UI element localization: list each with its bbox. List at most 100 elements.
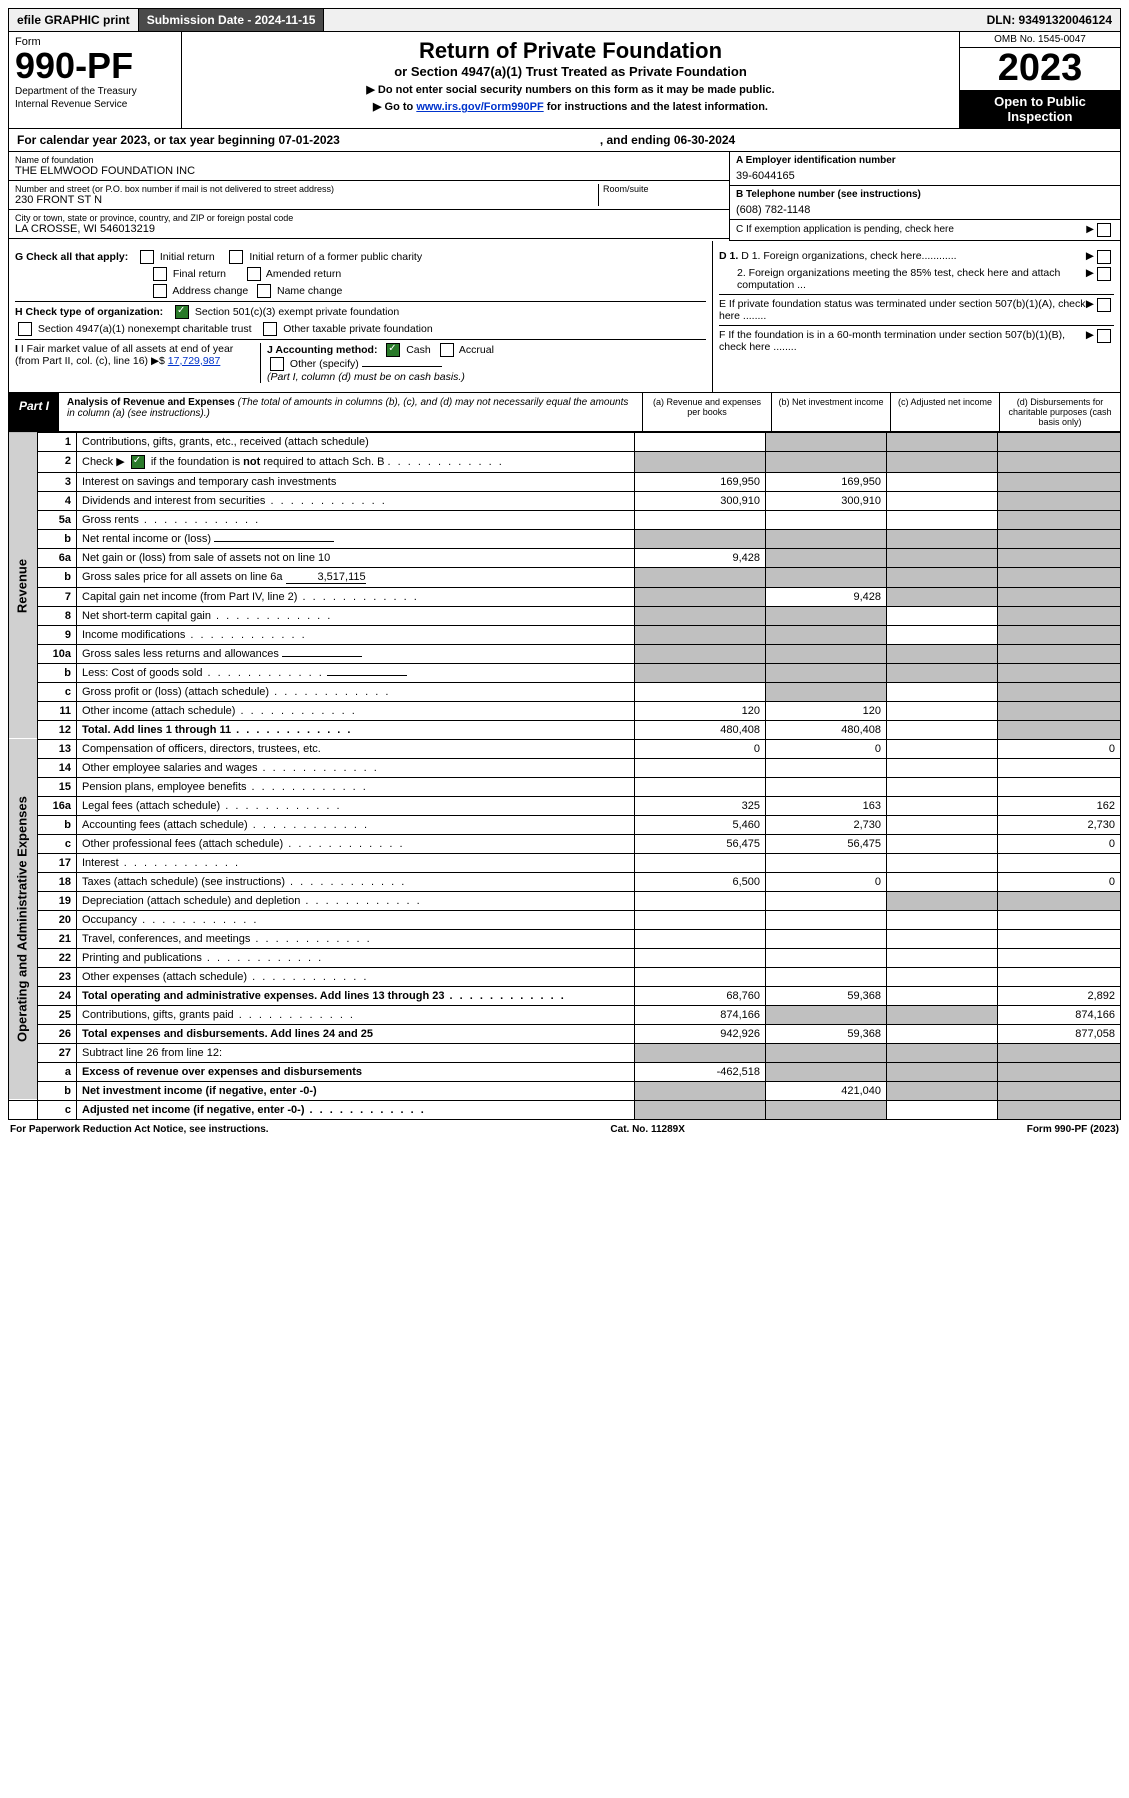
checkbox-4947[interactable] <box>18 322 32 336</box>
form-header: Form 990-PF Department of the Treasury I… <box>8 32 1121 129</box>
amt-16cd: 0 <box>998 834 1121 853</box>
amt-26a: 942,926 <box>635 1024 766 1043</box>
ein-label: A Employer identification number <box>736 155 1114 166</box>
expenses-side-label: Operating and Administrative Expenses <box>9 739 38 1100</box>
i-value: 17,729,987 <box>168 355 221 367</box>
form-number: 990-PF <box>15 48 175 84</box>
info-block: Name of foundation THE ELMWOOD FOUNDATIO… <box>8 152 1121 241</box>
amt-4b: 300,910 <box>766 491 887 510</box>
room-label: Room/suite <box>603 184 723 194</box>
checkbox-d1[interactable] <box>1097 250 1111 264</box>
row-8: Net short-term capital gain <box>82 610 211 622</box>
j-note: (Part I, column (d) must be on cash basi… <box>267 371 706 383</box>
foundation-name: THE ELMWOOD FOUNDATION INC <box>15 165 723 177</box>
page-footer: For Paperwork Reduction Act Notice, see … <box>8 1120 1121 1139</box>
checkbox-d2[interactable] <box>1097 267 1111 281</box>
amt-25d: 874,166 <box>998 1005 1121 1024</box>
amt-16ca: 56,475 <box>635 834 766 853</box>
row-11: Other income (attach schedule) <box>82 705 235 717</box>
part1-title: Analysis of Revenue and Expenses <box>67 397 235 408</box>
g-label: G Check all that apply: <box>15 251 128 263</box>
form-subtitle: or Section 4947(a)(1) Trust Treated as P… <box>188 64 953 79</box>
ein-value: 39-6044165 <box>736 166 1114 182</box>
j-other: Other (specify) <box>290 358 359 370</box>
checkbox-other-taxable[interactable] <box>263 322 277 336</box>
checkbox-schb[interactable] <box>131 455 145 469</box>
checkbox-accrual[interactable] <box>440 343 454 357</box>
irs-link[interactable]: www.irs.gov/Form990PF <box>416 101 543 113</box>
amt-16cb: 56,475 <box>766 834 887 853</box>
amt-24b: 59,368 <box>766 986 887 1005</box>
amt-16aa: 325 <box>635 796 766 815</box>
name-label: Name of foundation <box>15 155 723 165</box>
street-address: 230 FRONT ST N <box>15 194 598 206</box>
dln-label: DLN: 93491320046124 <box>979 9 1120 31</box>
row-1: Contributions, gifts, grants, etc., rece… <box>77 432 635 451</box>
row-10c: Gross profit or (loss) (attach schedule) <box>82 686 269 698</box>
amt-16ba: 5,460 <box>635 815 766 834</box>
note2-prefix: ▶ Go to <box>373 101 416 113</box>
amt-4a: 300,910 <box>635 491 766 510</box>
col-b-header: (b) Net investment income <box>771 393 890 431</box>
calyear-prefix: For calendar year 2023, or tax year begi… <box>17 133 278 147</box>
checkbox-other-method[interactable] <box>270 357 284 371</box>
amt-16ab: 163 <box>766 796 887 815</box>
footer-left: For Paperwork Reduction Act Notice, see … <box>10 1124 269 1135</box>
top-bar: efile GRAPHIC print Submission Date - 20… <box>8 8 1121 32</box>
calyear-end: 06-30-2024 <box>674 133 735 147</box>
g-initial: Initial return <box>160 251 215 263</box>
row-6b-val: 3,517,115 <box>286 571 366 584</box>
phone-value: (608) 782-1148 <box>736 200 1114 216</box>
checkbox-c[interactable] <box>1097 223 1111 237</box>
e-label: E If private foundation status was termi… <box>719 298 1086 322</box>
revenue-side-label: Revenue <box>9 432 38 739</box>
row-14: Other employee salaries and wages <box>82 762 257 774</box>
checkbox-address-change[interactable] <box>153 284 167 298</box>
checkbox-501c3[interactable] <box>175 305 189 319</box>
amt-25a: 874,166 <box>635 1005 766 1024</box>
checkbox-cash[interactable] <box>386 343 400 357</box>
amt-7b: 9,428 <box>766 587 887 606</box>
amt-3b: 169,950 <box>766 472 887 491</box>
row-7: Capital gain net income (from Part IV, l… <box>82 591 297 603</box>
main-table: Revenue 1 Contributions, gifts, grants, … <box>8 432 1121 1120</box>
checkbox-initial-return[interactable] <box>140 250 154 264</box>
omb-number: OMB No. 1545-0047 <box>960 32 1120 48</box>
calyear-begin: 07-01-2023 <box>278 133 339 147</box>
row-25: Contributions, gifts, grants paid <box>82 1009 234 1021</box>
row-18: Taxes (attach schedule) (see instruction… <box>82 876 285 888</box>
amt-26d: 877,058 <box>998 1024 1121 1043</box>
amt-24d: 2,892 <box>998 986 1121 1005</box>
checkbox-f[interactable] <box>1097 329 1111 343</box>
row-16b: Accounting fees (attach schedule) <box>82 819 248 831</box>
row-12: Total. Add lines 1 through 11 <box>82 724 231 736</box>
d1-label: D 1. Foreign organizations, check here..… <box>741 250 956 262</box>
calyear-mid: , and ending <box>600 133 674 147</box>
row-27: Subtract line 26 from line 12: <box>77 1043 635 1062</box>
amt-13a: 0 <box>635 739 766 758</box>
amt-27aa: -462,518 <box>635 1062 766 1081</box>
row-6a: Net gain or (loss) from sale of assets n… <box>77 548 635 567</box>
checkbox-initial-former[interactable] <box>229 250 243 264</box>
checkbox-final-return[interactable] <box>153 267 167 281</box>
amt-11b: 120 <box>766 701 887 720</box>
tax-year: 2023 <box>960 48 1120 90</box>
row-2-prefix: Check ▶ <box>82 456 125 468</box>
check-section: G Check all that apply: Initial return I… <box>8 241 1121 393</box>
checkbox-e[interactable] <box>1097 298 1111 312</box>
amt-24a: 68,760 <box>635 986 766 1005</box>
h-501c3: Section 501(c)(3) exempt private foundat… <box>195 306 399 318</box>
checkbox-name-change[interactable] <box>257 284 271 298</box>
irs-label: Internal Revenue Service <box>15 99 175 110</box>
checkbox-amended[interactable] <box>247 267 261 281</box>
city-state-zip: LA CROSSE, WI 546013219 <box>15 223 723 235</box>
g-address: Address change <box>172 285 248 297</box>
amt-18a: 6,500 <box>635 872 766 891</box>
g-name: Name change <box>277 285 342 297</box>
f-label: F If the foundation is in a 60-month ter… <box>719 329 1086 353</box>
row-4: Dividends and interest from securities <box>82 495 265 507</box>
row-24: Total operating and administrative expen… <box>82 990 444 1002</box>
col-d-header: (d) Disbursements for charitable purpose… <box>999 393 1120 431</box>
amt-16bb: 2,730 <box>766 815 887 834</box>
row-23: Other expenses (attach schedule) <box>82 971 247 983</box>
